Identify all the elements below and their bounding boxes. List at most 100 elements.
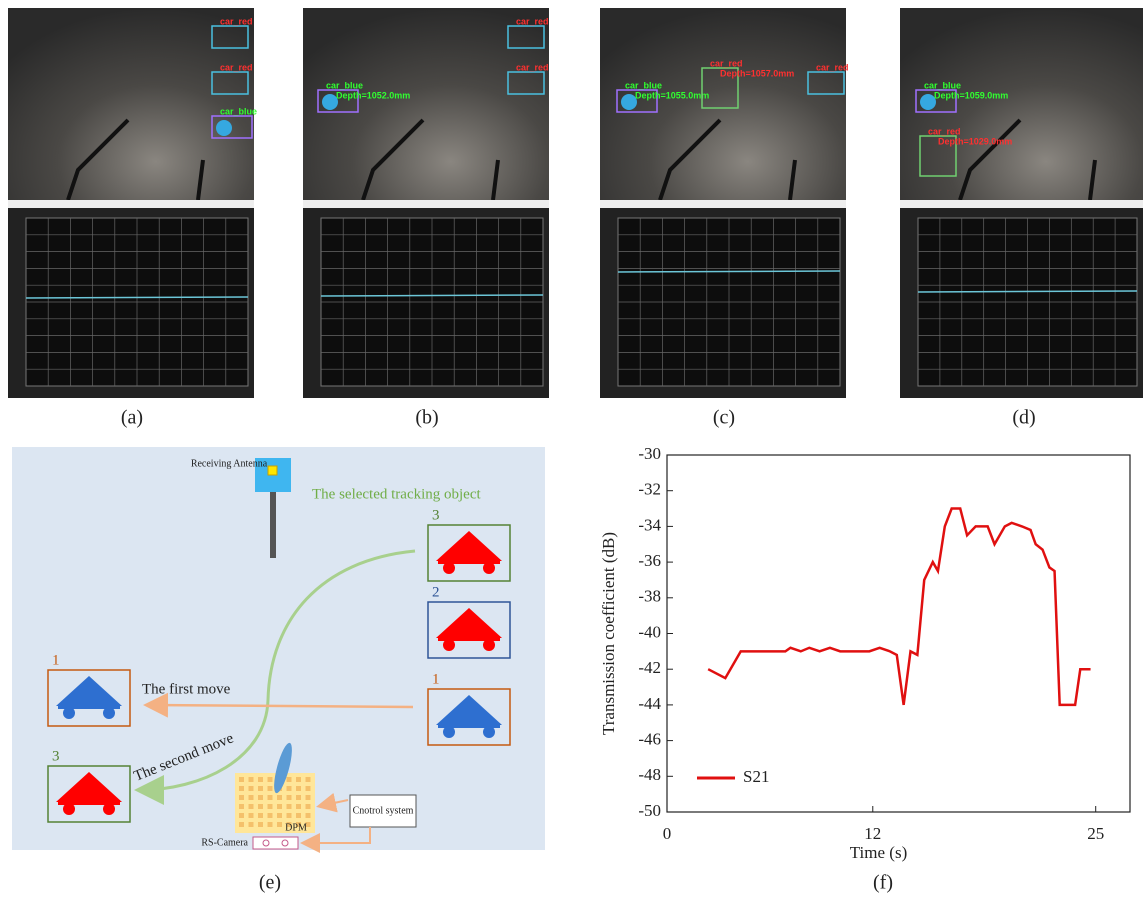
car-wheel (443, 639, 455, 651)
dpm-cell (277, 822, 282, 827)
y-tick-label: -36 (638, 551, 661, 570)
y-tick-label: -30 (638, 444, 661, 463)
dpm-cell (277, 795, 282, 800)
dpm-cell (268, 777, 273, 782)
detection-depth: Depth=1055.0mm (635, 90, 709, 100)
detection-label: car_red (516, 62, 549, 72)
antenna-pole (270, 492, 276, 558)
car-blob (216, 120, 232, 136)
dpm-cell (239, 804, 244, 809)
figure: car_redcar_redcar_blue(a)car_blueDepth=1… (0, 0, 1143, 904)
dpm-cell (287, 804, 292, 809)
car-id: 1 (432, 671, 440, 687)
dpm-cell (287, 795, 292, 800)
camera-label: RS-Camera (201, 837, 248, 848)
dpm-cell (249, 822, 254, 827)
detection-label: car_red (220, 62, 253, 72)
detection-depth: Depth=1029.0mm (938, 136, 1012, 146)
car-wheel (103, 803, 115, 815)
dpm-cell (239, 786, 244, 791)
dpm-cell (268, 813, 273, 818)
panel-caption: (b) (415, 407, 438, 429)
status-bar (600, 200, 846, 208)
car-wheel (483, 639, 495, 651)
dpm-cell (258, 813, 263, 818)
y-tick-label: -42 (638, 658, 661, 677)
dpm-cell (249, 795, 254, 800)
diagram: Receiving Antenna The selected tracking … (12, 447, 545, 894)
car-blob (322, 94, 338, 110)
dpm-cell (258, 804, 263, 809)
y-tick-label: -46 (638, 730, 661, 749)
dpm-cell (258, 786, 263, 791)
detection-label: car_blue (220, 106, 257, 116)
photo-panel: car_red car_red car_blue (a) (8, 8, 257, 429)
legend-label: S21 (743, 767, 769, 786)
camera-image (303, 8, 549, 200)
panel-caption: (a) (121, 407, 143, 429)
dpm-label: DPM (285, 822, 307, 833)
car-id: 3 (432, 507, 440, 523)
scope-trace (321, 295, 543, 296)
y-tick-label: -32 (638, 480, 661, 499)
detection-label: car_red (516, 16, 549, 26)
detection-depth: Depth=1059.0mm (934, 90, 1008, 100)
camera-box (253, 837, 298, 849)
detection-label: car_blue (326, 80, 363, 90)
detection-label: car_red (816, 62, 849, 72)
selected-label: The selected tracking object (312, 486, 482, 502)
dpm-cell (277, 804, 282, 809)
x-tick-label: 0 (663, 824, 672, 843)
detection-label: car_red (710, 58, 743, 68)
camera-image (900, 8, 1143, 200)
dpm-cell (277, 813, 282, 818)
dpm-cell (306, 786, 311, 791)
dpm-cell (296, 786, 301, 791)
panel-caption: (f) (873, 872, 893, 894)
dpm-cell (306, 813, 311, 818)
status-bar (8, 200, 254, 208)
y-tick-label: -48 (638, 765, 661, 784)
camera-image (8, 8, 254, 200)
dpm-cell (239, 822, 244, 827)
photo-panel: car_blueDepth=1055.0mmcar_redDepth=1057.… (600, 8, 849, 429)
dpm-cell (258, 822, 263, 827)
panel-caption: (e) (259, 872, 281, 894)
dpm-cell (249, 786, 254, 791)
antenna-label: Receiving Antenna (191, 458, 268, 469)
car-id: 1 (52, 652, 60, 668)
car-wheel (443, 562, 455, 574)
y-tick-label: -34 (638, 515, 661, 534)
dpm-cell (268, 822, 273, 827)
car-blob (920, 94, 936, 110)
dpm-cell (258, 795, 263, 800)
car-wheel (443, 726, 455, 738)
dpm-cell (239, 813, 244, 818)
data-line (708, 509, 1090, 705)
plot-frame (667, 455, 1130, 812)
car-id: 2 (432, 584, 440, 600)
dpm-cell (296, 813, 301, 818)
dpm-cell (306, 795, 311, 800)
photo-panel: car_blueDepth=1059.0mm car_redDepth=1029.… (900, 8, 1143, 429)
dpm-cell (287, 813, 292, 818)
detection-label: car_red (928, 126, 961, 136)
detection-label: car_red (220, 16, 253, 26)
dpm-cell (249, 813, 254, 818)
dpm-cell (268, 786, 273, 791)
dpm-cell (268, 804, 273, 809)
dpm-cell (296, 777, 301, 782)
control-label: Cnotrol system (353, 805, 414, 816)
dpm-cell (249, 804, 254, 809)
dpm-cell (306, 777, 311, 782)
detection-depth: Depth=1052.0mm (336, 90, 410, 100)
camera-image (600, 8, 846, 200)
car-wheel (483, 562, 495, 574)
detection-label: car_blue (924, 80, 961, 90)
dpm-cell (239, 795, 244, 800)
y-tick-label: -38 (638, 587, 661, 606)
car-wheel (483, 726, 495, 738)
first-move-label: The first move (142, 681, 231, 697)
panel-caption: (d) (1012, 407, 1035, 429)
